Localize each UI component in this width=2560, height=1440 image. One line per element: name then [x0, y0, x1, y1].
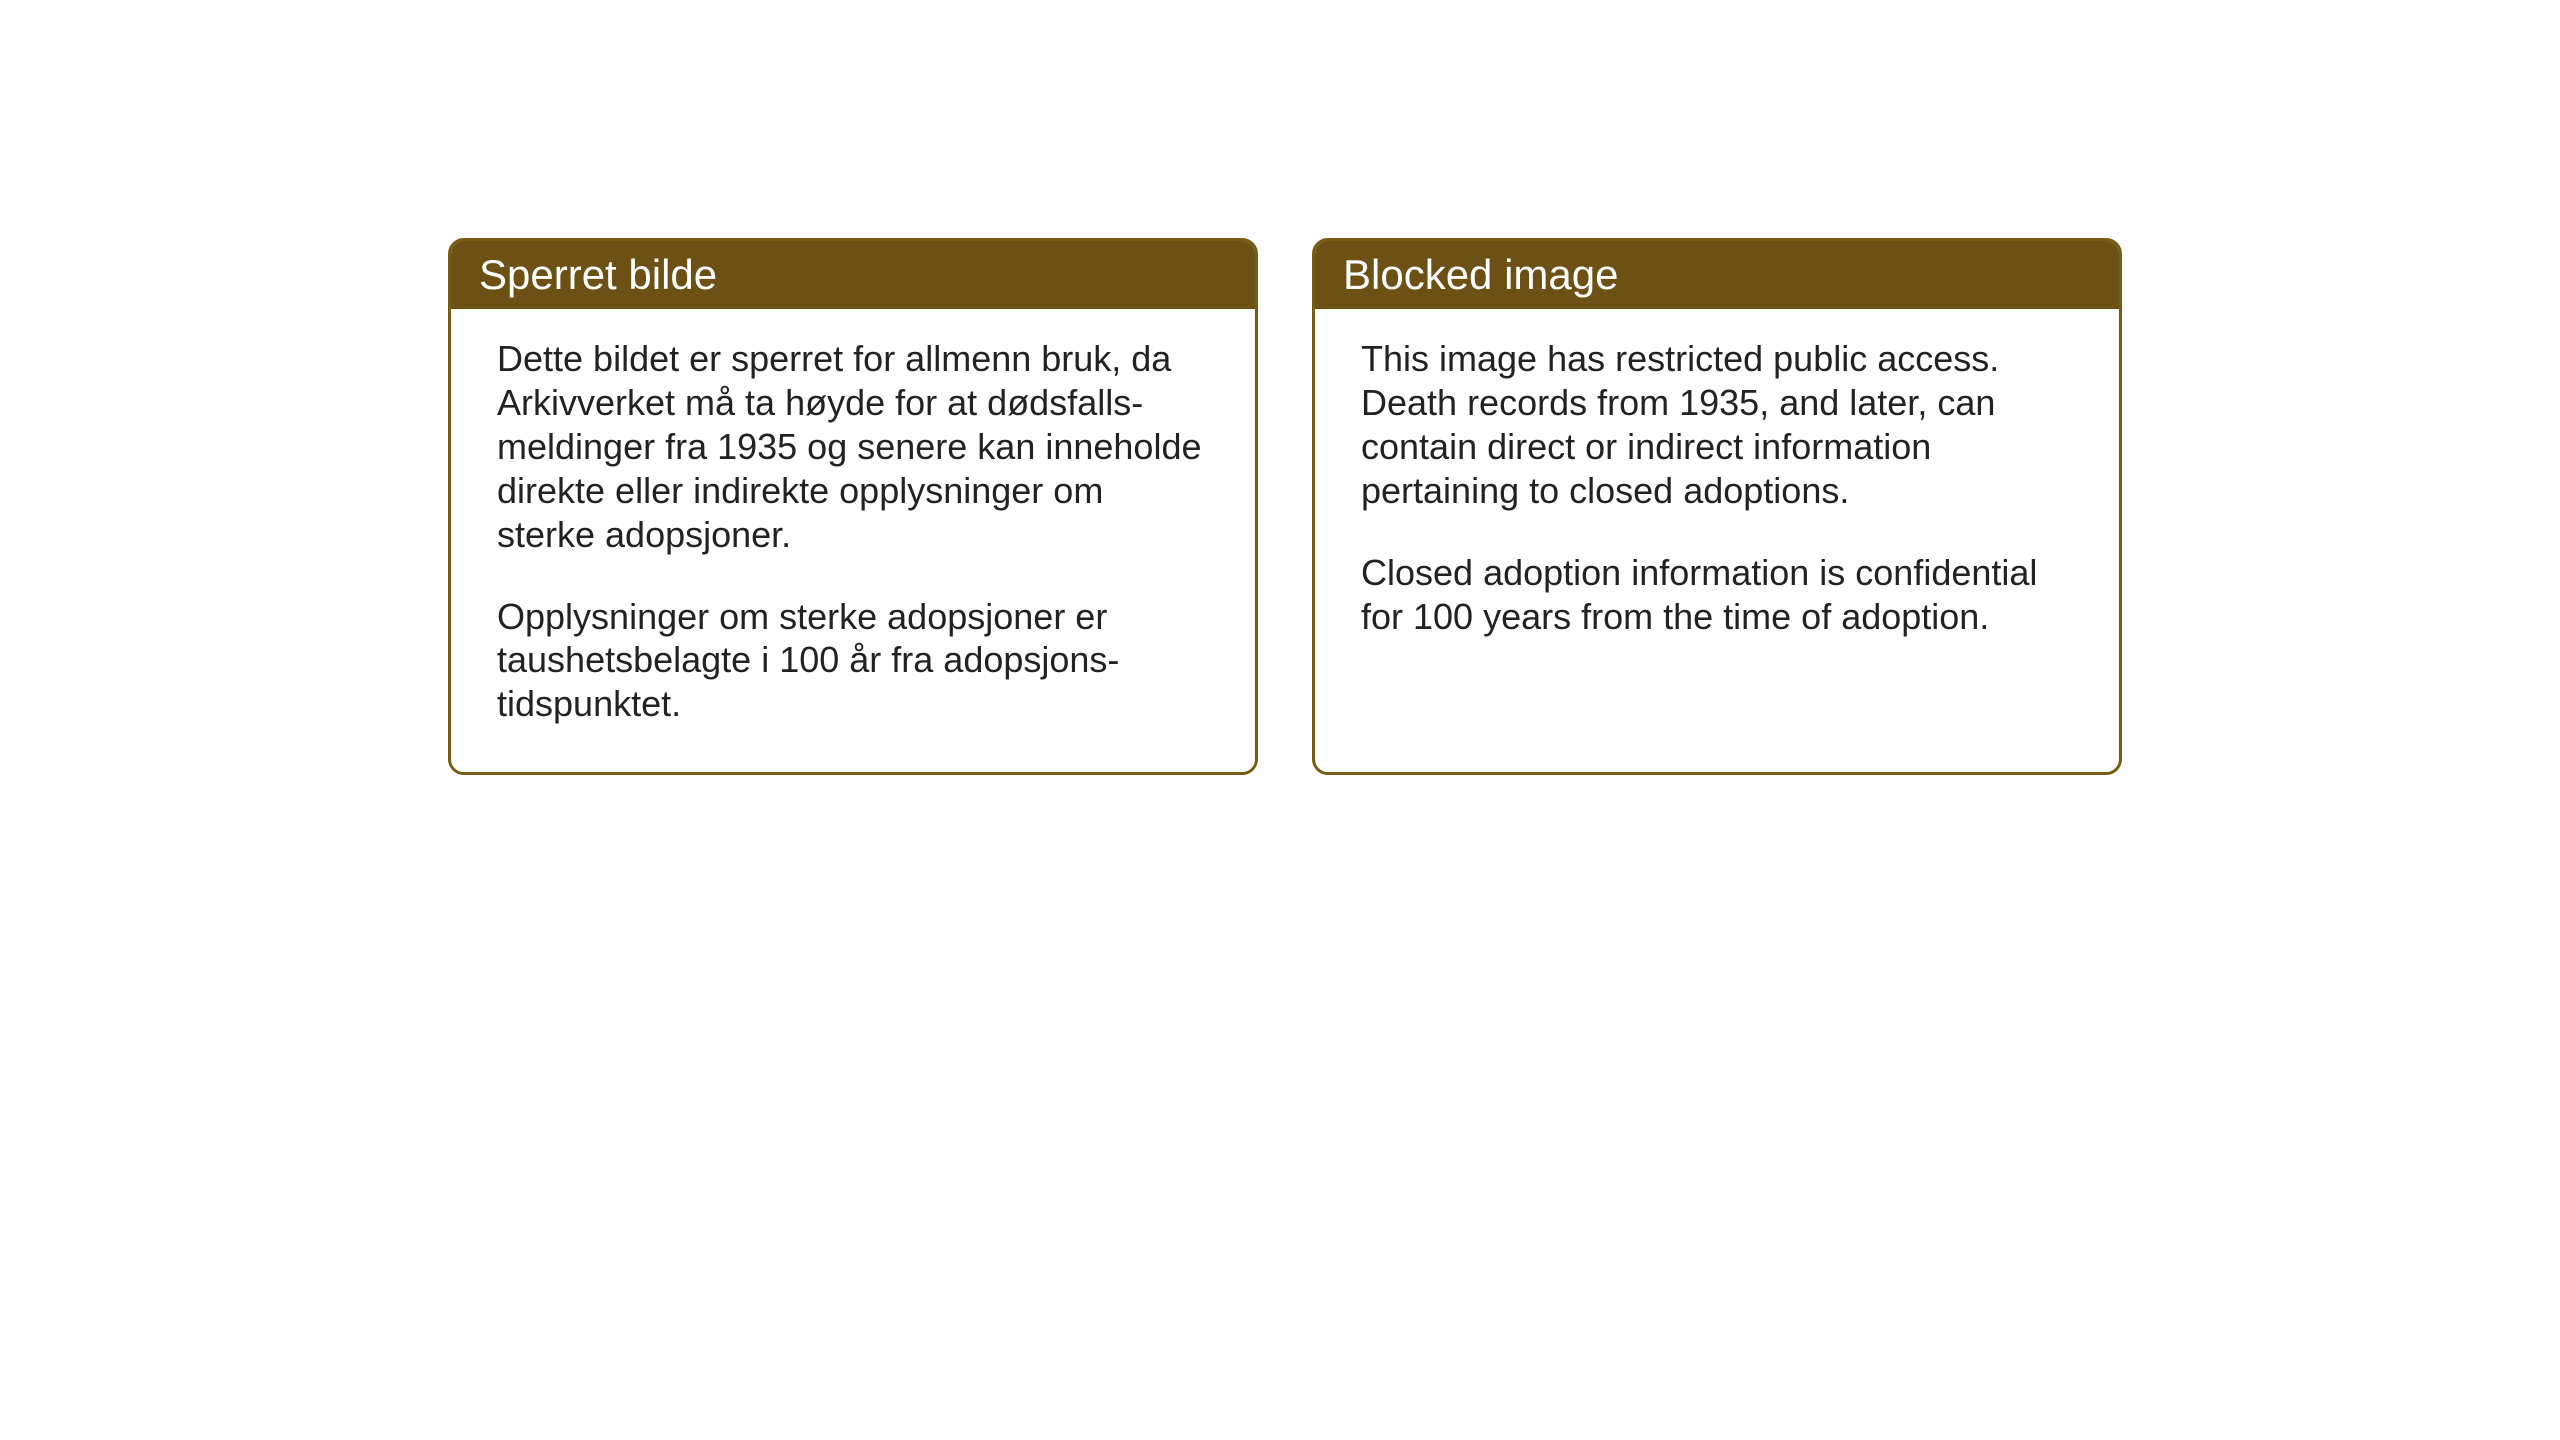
card-paragraph: Dette bildet er sperret for allmenn bruk…: [497, 337, 1209, 557]
card-header-norwegian: Sperret bilde: [451, 241, 1255, 309]
card-header-english: Blocked image: [1315, 241, 2119, 309]
card-title-english: Blocked image: [1343, 251, 1618, 298]
card-title-norwegian: Sperret bilde: [479, 251, 717, 298]
card-body-norwegian: Dette bildet er sperret for allmenn bruk…: [451, 309, 1255, 772]
card-paragraph: Closed adoption information is confident…: [1361, 551, 2073, 639]
card-english: Blocked image This image has restricted …: [1312, 238, 2122, 775]
card-paragraph: This image has restricted public access.…: [1361, 337, 2073, 513]
card-body-english: This image has restricted public access.…: [1315, 309, 2119, 749]
card-norwegian: Sperret bilde Dette bildet er sperret fo…: [448, 238, 1258, 775]
cards-container: Sperret bilde Dette bildet er sperret fo…: [448, 238, 2122, 775]
card-paragraph: Opplysninger om sterke adopsjoner er tau…: [497, 595, 1209, 727]
